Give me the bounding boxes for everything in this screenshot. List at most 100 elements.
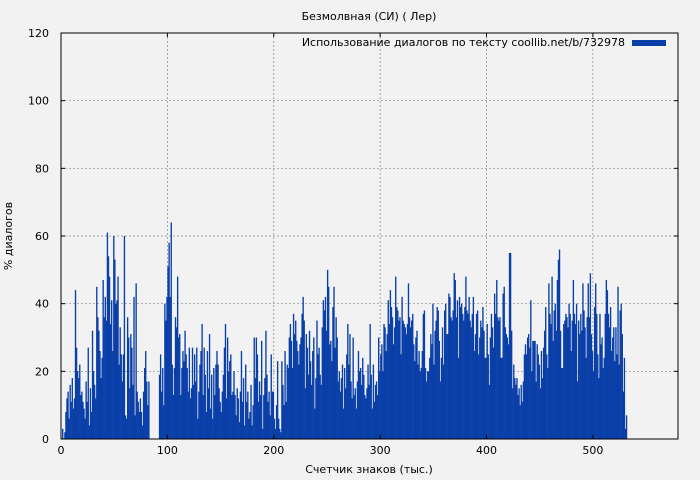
bar [498,320,500,439]
bar [78,378,80,439]
bar [445,303,447,439]
bar [248,418,250,439]
bar [348,364,350,439]
bar [490,313,493,439]
bar [65,411,67,439]
bar [91,330,94,439]
bar [560,367,563,439]
bar [280,432,282,439]
bar [136,391,138,439]
bar [578,320,580,439]
bar [145,351,147,439]
bar [200,351,202,439]
bar [180,395,182,439]
bar [381,344,383,439]
bar [269,415,271,439]
bar [588,317,590,439]
bar [436,307,438,439]
bar [181,367,183,439]
bar [396,307,398,439]
bar [166,296,168,439]
bar [603,357,605,439]
bar [336,337,338,439]
bar [286,364,288,439]
bar [513,364,515,439]
bar [66,398,68,439]
bar [184,330,186,439]
bar [69,384,71,439]
bar [433,364,435,439]
bar [487,354,489,439]
bar [351,398,353,439]
bar [390,307,393,439]
bar [241,401,244,439]
bar [257,401,260,439]
bar [562,367,564,439]
bar [340,378,343,439]
bar [323,310,326,439]
bar [331,361,333,439]
bar [262,428,264,439]
bar [496,279,498,439]
bar [314,408,316,439]
bar [174,317,177,439]
bar [456,300,459,439]
bar [592,371,595,439]
bar [75,347,78,439]
bar [148,381,150,439]
bar [247,391,249,439]
bar [625,415,628,439]
bar [410,320,413,439]
bar [83,408,85,439]
bar [357,351,360,439]
bar [472,296,475,439]
bar [203,347,205,439]
bar [459,307,462,439]
bar [171,364,173,439]
bar [542,347,545,439]
bar [228,371,230,439]
bar [342,408,345,439]
bar [321,327,323,439]
bar [599,313,601,439]
bar [287,367,289,439]
bar [330,340,332,439]
bar [143,367,146,439]
bar [288,337,291,439]
bar [597,354,599,439]
bar [454,279,456,439]
bar [249,411,251,439]
bar [115,303,117,439]
bar [614,361,616,439]
bar [590,334,593,439]
bar [475,313,478,439]
bar [190,388,193,439]
bar [62,428,64,439]
bar [516,378,518,439]
bar [289,323,292,439]
bar [199,364,201,439]
bar [216,351,218,439]
bar [297,351,299,439]
bar [378,337,380,439]
bar [298,364,300,439]
bar [97,317,99,439]
bar [322,300,325,439]
bar [114,259,116,439]
bar [306,347,309,439]
bar [117,276,119,439]
bar [398,320,400,439]
bar [201,323,203,439]
bar [370,374,372,439]
bar [580,313,582,439]
bar [535,381,537,439]
bar [534,340,536,439]
bar [431,344,433,439]
bar [423,310,426,439]
bar [550,323,552,439]
bar [225,398,228,439]
bar [412,313,414,439]
y-tick-label: 100 [28,95,49,108]
bar [230,354,232,439]
bar [432,303,434,439]
